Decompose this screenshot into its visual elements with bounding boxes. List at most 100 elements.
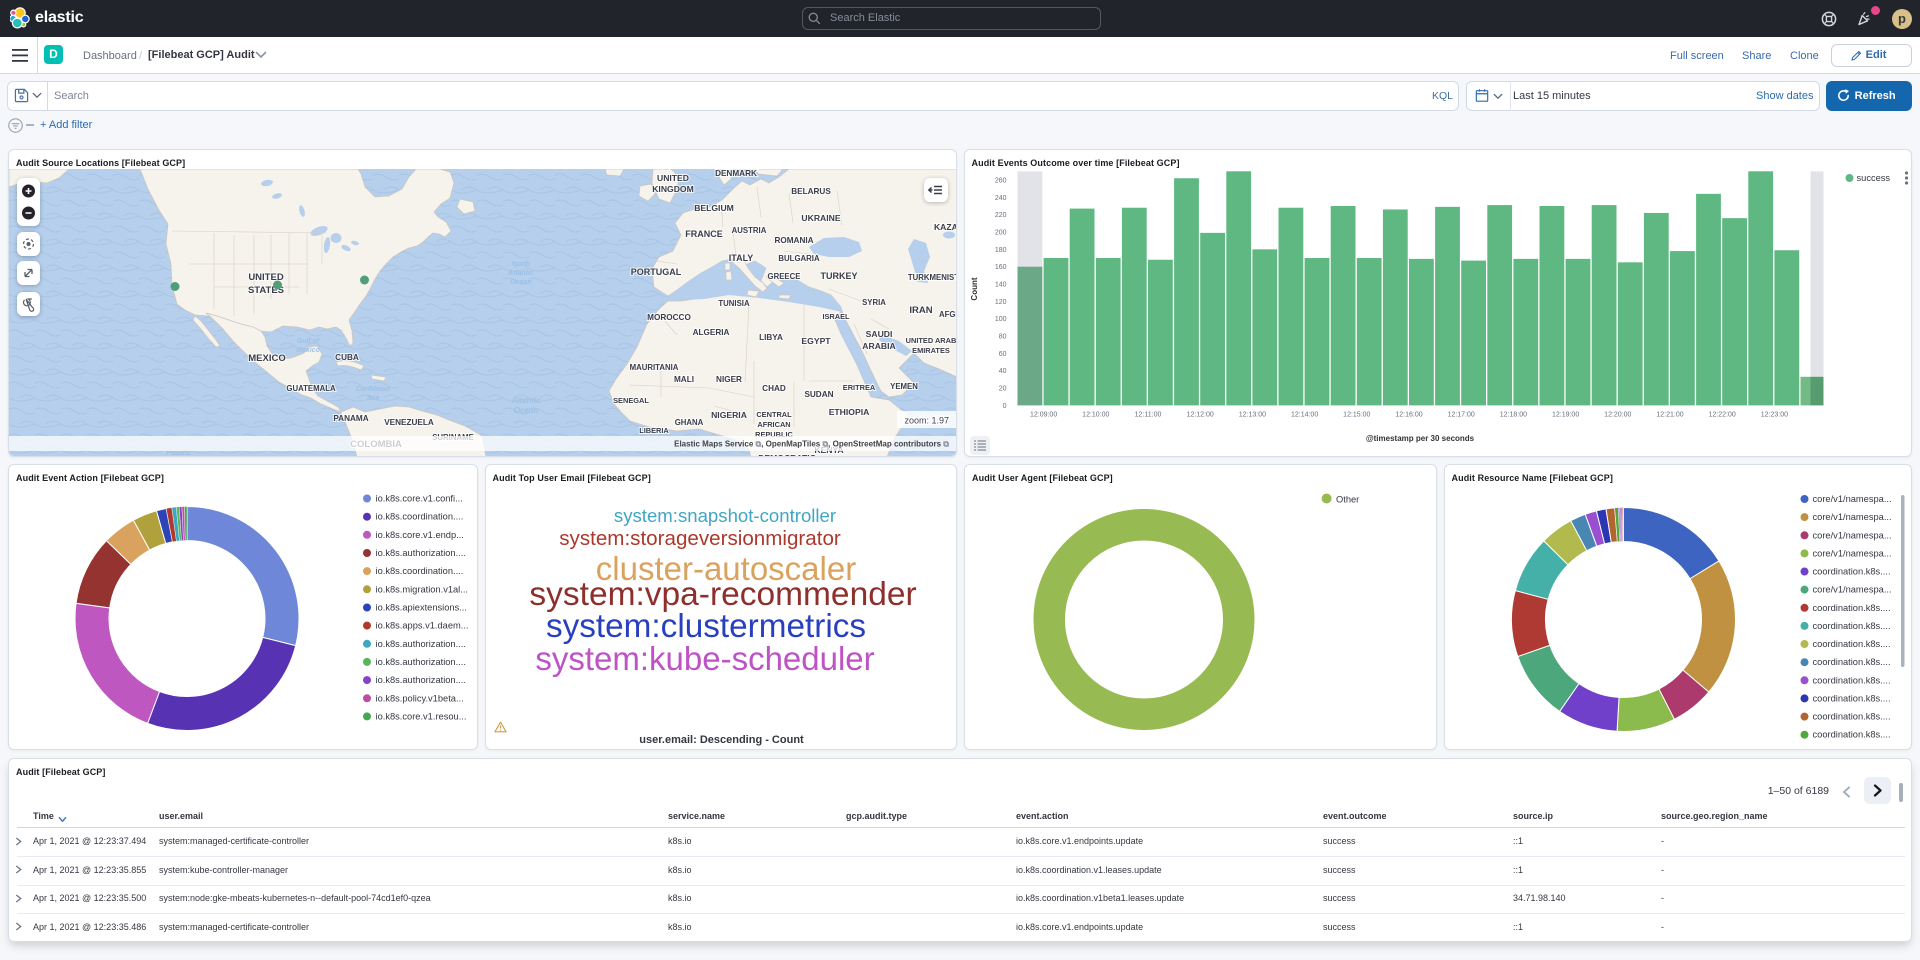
svg-text:Elastic Maps Service ⧉, OpenMa: Elastic Maps Service ⧉, OpenMapTiles ⧉, … [674,440,949,449]
svg-text:BELARUS: BELARUS [791,187,831,196]
svg-text:io.k8s.core.v1.confi...: io.k8s.core.v1.confi... [376,493,463,503]
svg-text:12:18:00: 12:18:00 [1499,412,1526,419]
svg-text:UNITED: UNITED [657,173,689,183]
svg-text:Mexico: Mexico [296,347,320,354]
svg-text:UKRAINE: UKRAINE [801,213,840,223]
svg-text:SYRIA: SYRIA [862,298,886,307]
svg-text:CHAD: CHAD [762,384,786,393]
svg-text:MAURITANIA: MAURITANIA [630,363,679,372]
svg-text:AFGH: AFGH [939,310,957,319]
svg-text:0: 0 [1002,403,1006,410]
svg-text:Count: Count [970,277,979,300]
svg-text:TURKMENISTA: TURKMENISTA [908,273,957,282]
svg-text:EMIRATES: EMIRATES [912,346,950,355]
svg-text:ERITREA: ERITREA [843,383,876,392]
svg-text:success: success [1856,173,1890,183]
svg-text:MALI: MALI [674,375,694,384]
svg-text:Caribbean: Caribbean [356,386,390,393]
svg-text:CENTRAL: CENTRAL [756,410,792,419]
svg-text:ALGERIA: ALGERIA [693,328,730,337]
svg-text:ETHIOPIA: ETHIOPIA [829,407,870,417]
svg-text:Pacific: Pacific [166,448,192,457]
svg-text:260: 260 [994,178,1006,185]
svg-text:AFRICAN: AFRICAN [757,420,790,429]
svg-text:BELGIUM: BELGIUM [694,203,734,213]
svg-text:Atlantic: Atlantic [510,396,541,405]
svg-text:12:22:00: 12:22:00 [1708,412,1735,419]
svg-text:ARABIA: ARABIA [862,341,895,351]
svg-text:Ocean: Ocean [510,279,531,286]
svg-text:core/v1/namespa...: core/v1/namespa... [1812,584,1891,594]
svg-text:MOROCCO: MOROCCO [647,313,691,322]
svg-text:io.k8s.policy.v1beta...: io.k8s.policy.v1beta... [376,693,464,703]
svg-text:12:12:00: 12:12:00 [1186,412,1213,419]
svg-text:180: 180 [994,247,1006,254]
svg-text:60: 60 [998,351,1006,358]
svg-text:zoom: 1.97: zoom: 1.97 [904,416,949,426]
svg-text:BULGARIA: BULGARIA [778,254,820,263]
svg-text:220: 220 [994,212,1006,219]
svg-text:io.k8s.apps.v1.daem...: io.k8s.apps.v1.daem... [376,620,469,630]
svg-text:12:20:00: 12:20:00 [1604,412,1631,419]
svg-text:coordination.k8s....: coordination.k8s.... [1812,639,1890,649]
svg-text:12:21:00: 12:21:00 [1656,412,1683,419]
svg-text:io.k8s.migration.v1al...: io.k8s.migration.v1al... [376,584,469,594]
svg-text:12:16:00: 12:16:00 [1395,412,1422,419]
svg-text:GHANA: GHANA [675,418,704,427]
svg-text:EGYPT: EGYPT [801,336,831,346]
svg-text:coordination.k8s....: coordination.k8s.... [1812,602,1890,612]
svg-text:SUDAN: SUDAN [804,390,833,399]
svg-text:240: 240 [994,195,1006,202]
svg-text:North: North [512,261,531,268]
svg-text:coordination.k8s....: coordination.k8s.... [1812,711,1890,721]
svg-text:12:10:00: 12:10:00 [1082,412,1109,419]
svg-text:io.k8s.coordination....: io.k8s.coordination.... [376,566,464,576]
svg-text:AUSTRIA: AUSTRIA [732,226,767,235]
svg-text:io.k8s.authorization....: io.k8s.authorization.... [376,638,466,648]
svg-text:io.k8s.core.v1.endp...: io.k8s.core.v1.endp... [376,529,464,539]
svg-text:Other: Other [1336,494,1359,504]
svg-text:Atlantic: Atlantic [507,270,534,277]
svg-text:TURKEY: TURKEY [820,271,857,281]
svg-text:12:17:00: 12:17:00 [1447,412,1474,419]
svg-text:140: 140 [994,282,1006,289]
svg-text:io.k8s.authorization....: io.k8s.authorization.... [376,656,466,666]
svg-text:12:14:00: 12:14:00 [1290,412,1317,419]
svg-text:coordination.k8s....: coordination.k8s.... [1812,620,1890,630]
svg-text:12:13:00: 12:13:00 [1238,412,1265,419]
svg-text:UNITED: UNITED [248,272,284,283]
svg-text:GUATEMALA: GUATEMALA [286,384,336,393]
svg-text:100: 100 [994,316,1006,323]
svg-text:12:23:00: 12:23:00 [1760,412,1787,419]
svg-text:LIBERIA: LIBERIA [639,426,669,435]
svg-text:IRAN: IRAN [909,305,932,316]
svg-text:core/v1/namespa...: core/v1/namespa... [1812,494,1891,504]
svg-text:io.k8s.core.v1.resou...: io.k8s.core.v1.resou... [376,711,467,721]
svg-text:VENEZUELA: VENEZUELA [384,418,434,427]
svg-text:12:15:00: 12:15:00 [1343,412,1370,419]
svg-text:Gulf of: Gulf of [297,338,320,345]
svg-text:io.k8s.apiextensions...: io.k8s.apiextensions... [376,602,467,612]
svg-text:120: 120 [994,299,1006,306]
svg-text:12:11:00: 12:11:00 [1134,412,1161,419]
svg-text:io.k8s.coordination....: io.k8s.coordination.... [376,511,464,521]
svg-text:io.k8s.authorization....: io.k8s.authorization.... [376,548,466,558]
svg-text:ISRAEL: ISRAEL [822,312,850,321]
svg-text:LIBYA: LIBYA [759,333,783,342]
svg-text:io.k8s.authorization....: io.k8s.authorization.... [376,675,466,685]
svg-text:coordination.k8s....: coordination.k8s.... [1812,693,1890,703]
svg-text:YEMEN: YEMEN [890,382,918,391]
svg-text:Sea: Sea [367,395,380,402]
svg-text:GREECE: GREECE [768,272,801,281]
svg-text:ROMANIA: ROMANIA [774,236,813,245]
svg-text:FRANCE: FRANCE [685,229,723,239]
svg-text:PANAMA: PANAMA [333,414,368,423]
svg-text:ITALY: ITALY [729,253,754,263]
svg-text:UNITED ARAB: UNITED ARAB [906,336,957,345]
svg-text:12:09:00: 12:09:00 [1029,412,1056,419]
svg-text:160: 160 [994,264,1006,271]
svg-text:core/v1/namespa...: core/v1/namespa... [1812,548,1891,558]
svg-text:200: 200 [994,230,1006,237]
svg-text:REPUBLIC: REPUBLIC [755,430,793,439]
svg-text:SENEGAL: SENEGAL [613,396,649,405]
